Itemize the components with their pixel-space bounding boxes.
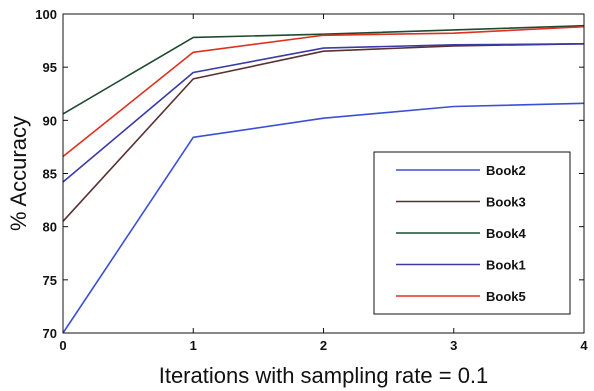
x-tick-label: 1 [190, 338, 197, 353]
series-layer [62, 24, 585, 334]
y-tick-label: 95 [43, 60, 57, 75]
legend-label-book3: Book3 [486, 195, 526, 210]
legend-label-book1: Book1 [486, 258, 526, 273]
legend-label-book2: Book2 [486, 163, 526, 178]
y-tick-label: 70 [43, 326, 57, 341]
legend: Book2 Book3 Book4 Book1 Book5 [373, 151, 571, 315]
x-tick-label: 2 [320, 338, 327, 353]
y-tick-label: 80 [43, 220, 57, 235]
y-tick-label: 85 [43, 167, 57, 182]
series-line-book5 [62, 25, 585, 158]
series-line-book2 [62, 102, 585, 334]
series-line-book1 [62, 42, 585, 183]
x-tick-label: 4 [580, 338, 588, 353]
x-tick-label: 3 [450, 338, 457, 353]
series-line-book4 [62, 24, 585, 115]
y-tick-label: 75 [43, 273, 57, 288]
y-tick-label: 100 [35, 7, 57, 22]
legend-label-book4: Book4 [486, 226, 527, 241]
y-tick-label: 90 [43, 113, 57, 128]
ticks-layer: 0 1 2 3 4 70 75 80 85 90 95 100 [35, 7, 588, 353]
x-axis-title: Iterations with sampling rate = 0.1 [159, 363, 489, 388]
legend-label-book5: Book5 [486, 289, 526, 304]
y-axis-title: % Accuracy [6, 116, 31, 231]
x-tick-label: 0 [59, 338, 66, 353]
